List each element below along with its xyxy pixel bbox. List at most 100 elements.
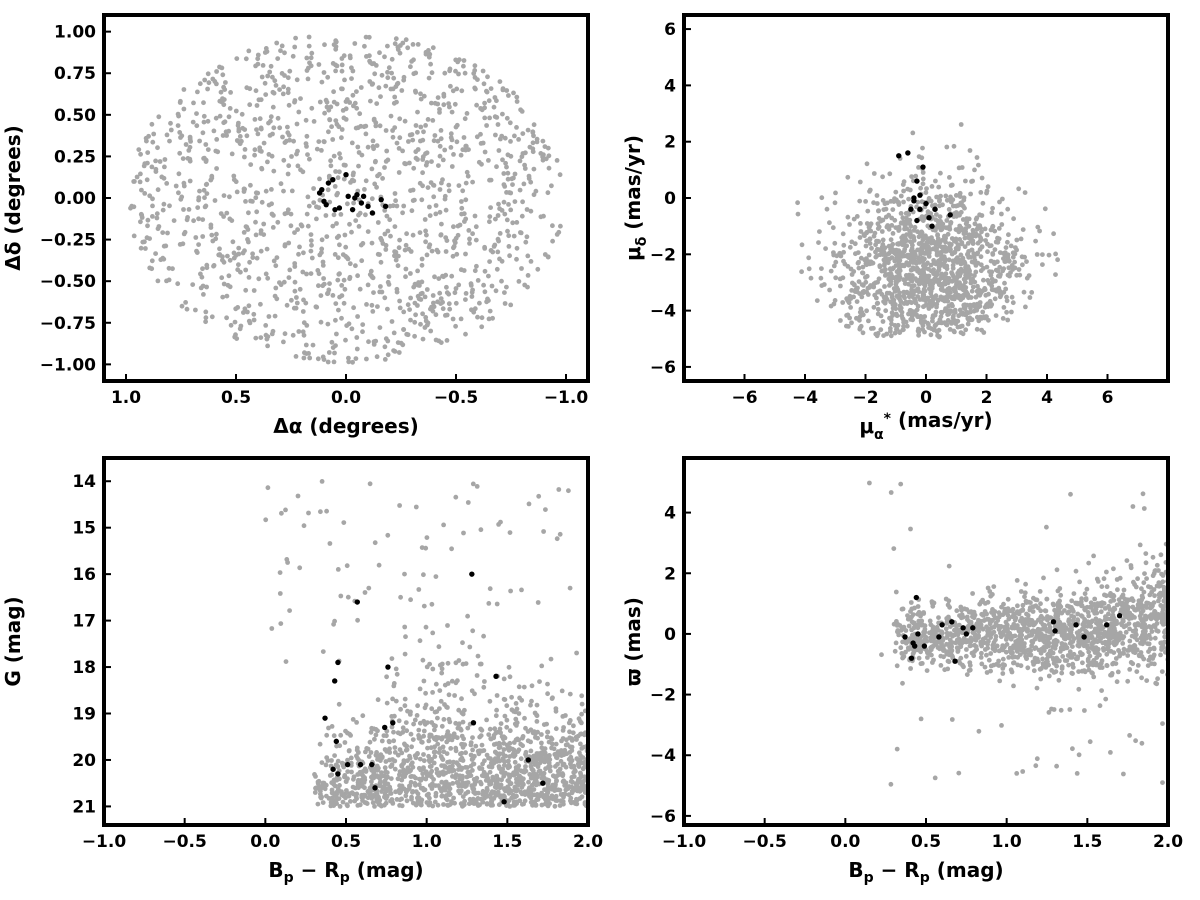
field-star-point: [437, 187, 443, 192]
field-star-point: [371, 766, 377, 772]
field-star-point: [959, 323, 965, 329]
field-star-point: [396, 170, 402, 175]
field-star-point: [270, 104, 276, 110]
field-star-point: [1058, 707, 1064, 713]
field-star-point: [384, 148, 390, 154]
field-star-point: [145, 150, 151, 156]
field-star-point: [435, 249, 441, 255]
field-star-point: [247, 102, 253, 108]
field-star-point: [897, 297, 903, 303]
field-star-point: [202, 77, 208, 83]
field-star-point: [277, 125, 283, 131]
field-star-point: [444, 238, 450, 244]
field-star-point: [259, 74, 265, 80]
field-star-point: [331, 733, 337, 739]
field-star-point: [430, 45, 436, 51]
field-star-point: [432, 100, 438, 106]
field-star-point: [1016, 186, 1022, 192]
field-star-point: [344, 255, 350, 261]
field-star-point: [971, 251, 977, 257]
field-star-point: [410, 137, 416, 143]
field-star-point: [280, 91, 286, 97]
field-star-point: [384, 749, 390, 754]
field-star-point: [374, 101, 380, 106]
field-star-point: [387, 203, 393, 209]
field-star-point: [967, 667, 973, 673]
field-star-point: [423, 123, 428, 128]
field-star-point: [996, 285, 1002, 291]
field-star-point: [1004, 309, 1009, 315]
field-star-point: [245, 309, 250, 315]
field-star-point: [545, 190, 551, 196]
field-star-point: [909, 174, 914, 180]
member-point: [469, 571, 475, 577]
field-star-point: [388, 791, 393, 796]
field-star-point: [450, 316, 456, 322]
field-star-point: [425, 745, 430, 751]
field-star-point: [955, 242, 961, 248]
field-star-point: [988, 243, 994, 249]
field-star-point: [301, 297, 306, 303]
field-star-point: [321, 139, 327, 145]
field-star-point: [444, 290, 450, 296]
field-star-point: [342, 773, 348, 778]
x-tick-label: 1.0: [412, 832, 442, 852]
field-star-point: [519, 213, 525, 219]
field-star-point: [331, 89, 336, 95]
field-star-point: [176, 190, 181, 196]
field-star-point: [534, 779, 539, 784]
field-star-point: [150, 139, 156, 145]
field-star-point: [486, 158, 491, 163]
field-star-point: [425, 117, 431, 122]
field-star-point: [864, 161, 870, 167]
field-star-point: [866, 318, 871, 324]
field-star-point: [833, 259, 839, 265]
field-star-point: [886, 226, 892, 232]
field-star-point: [269, 211, 275, 217]
field-star-point: [150, 214, 155, 219]
field-star-point: [373, 63, 379, 68]
field-star-point: [514, 94, 520, 100]
field-star-point: [823, 246, 828, 252]
field-star-point: [181, 207, 186, 212]
field-star-point: [445, 681, 451, 686]
field-star-point: [854, 214, 860, 219]
field-star-point: [196, 242, 202, 248]
field-star-point: [956, 165, 962, 171]
field-star-point: [322, 786, 328, 792]
field-star-point: [356, 212, 361, 218]
field-star-point: [1001, 305, 1007, 310]
field-star-point: [354, 89, 359, 94]
field-star-point: [275, 56, 281, 61]
field-star-point: [155, 187, 161, 193]
field-star-point: [1037, 228, 1042, 234]
field-star-point: [446, 735, 452, 741]
member-point: [369, 210, 376, 216]
field-star-point: [372, 71, 378, 77]
field-star-point: [401, 327, 406, 332]
field-star-point: [1001, 251, 1006, 256]
field-star-point: [856, 279, 862, 284]
field-star-point: [235, 305, 241, 310]
field-star-point: [951, 286, 956, 292]
field-star-point: [1010, 267, 1015, 272]
field-star-point: [474, 263, 479, 269]
field-star-point: [948, 220, 954, 225]
field-star-point: [1071, 591, 1077, 596]
field-star-point: [297, 286, 303, 292]
field-star-point: [484, 123, 489, 128]
field-star-point: [321, 70, 327, 75]
field-star-point: [567, 691, 573, 697]
field-star-point: [915, 294, 921, 299]
field-star-point: [1144, 576, 1149, 581]
field-star-point: [991, 287, 997, 293]
y-tick-label: 0.25: [54, 147, 96, 167]
field-star-point: [402, 742, 408, 748]
field-star-point: [250, 251, 256, 257]
member-point: [332, 206, 338, 213]
field-star-point: [551, 784, 556, 789]
field-star-point: [888, 237, 894, 243]
field-star-point: [243, 224, 249, 230]
field-star-point: [1040, 252, 1045, 257]
field-star-point: [254, 127, 259, 132]
